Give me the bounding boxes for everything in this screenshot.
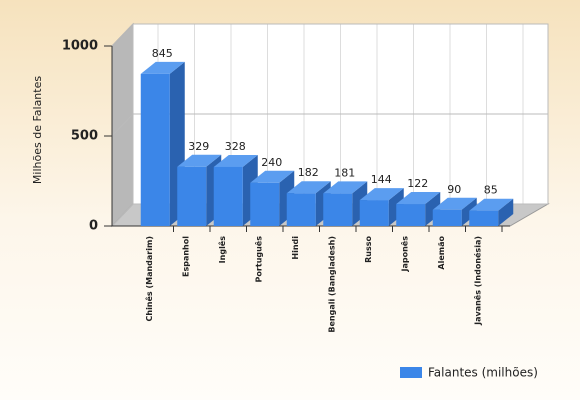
bar [140,73,170,227]
data-label: 90 [447,183,461,196]
legend-label: Falantes (milhões) [428,366,538,380]
bar [286,193,316,226]
x-tick-label: Alemão [437,236,446,270]
y-tick-label: 1000 [62,39,98,54]
grid-line [111,23,548,47]
x-tick-label: Bengali (Bangladesh) [327,236,336,333]
data-label: 144 [371,173,392,186]
x-tick-label: Javanês (Indonésia) [472,236,482,326]
data-label: 329 [188,140,209,153]
bar-top [177,154,222,167]
x-tick-label: Espanhol [181,236,190,277]
x-tick-label: Chinês (Mandarim) [144,236,154,322]
bar [359,200,389,226]
bar-top [323,181,368,194]
bar [432,209,462,226]
legend-swatch [400,367,422,378]
bar-top [432,197,477,210]
bar-side [498,198,514,226]
data-label: 328 [225,140,246,153]
x-tick-label: Russo [364,235,373,262]
data-label: 182 [298,166,319,179]
x-tick-label: Hindi [291,236,300,260]
data-label: 122 [407,177,428,190]
bar [469,210,499,226]
data-label: 845 [152,47,173,60]
y-tick-label: 0 [89,219,98,234]
y-tick-label: 500 [71,129,98,144]
bar [323,193,353,226]
bar-top [359,188,404,201]
x-tick-label: Português [253,236,263,283]
grid-line [111,113,548,137]
bar-side [425,192,441,226]
bar [396,204,426,226]
bar [213,166,243,226]
bar-top [469,198,514,211]
x-tick-label: Japonês [399,236,409,273]
y-axis-title: Milhões de Falantes [31,76,44,184]
bar [177,166,207,226]
bar-top [140,61,185,74]
data-label: 85 [484,184,498,197]
x-tick-label: Inglês [217,236,227,264]
data-label: 181 [334,166,355,179]
bar-top [396,192,441,205]
data-label: 240 [261,156,282,169]
bar-top [286,181,331,194]
bar-top [250,170,295,183]
bar-top [213,154,258,167]
bar [250,182,280,226]
